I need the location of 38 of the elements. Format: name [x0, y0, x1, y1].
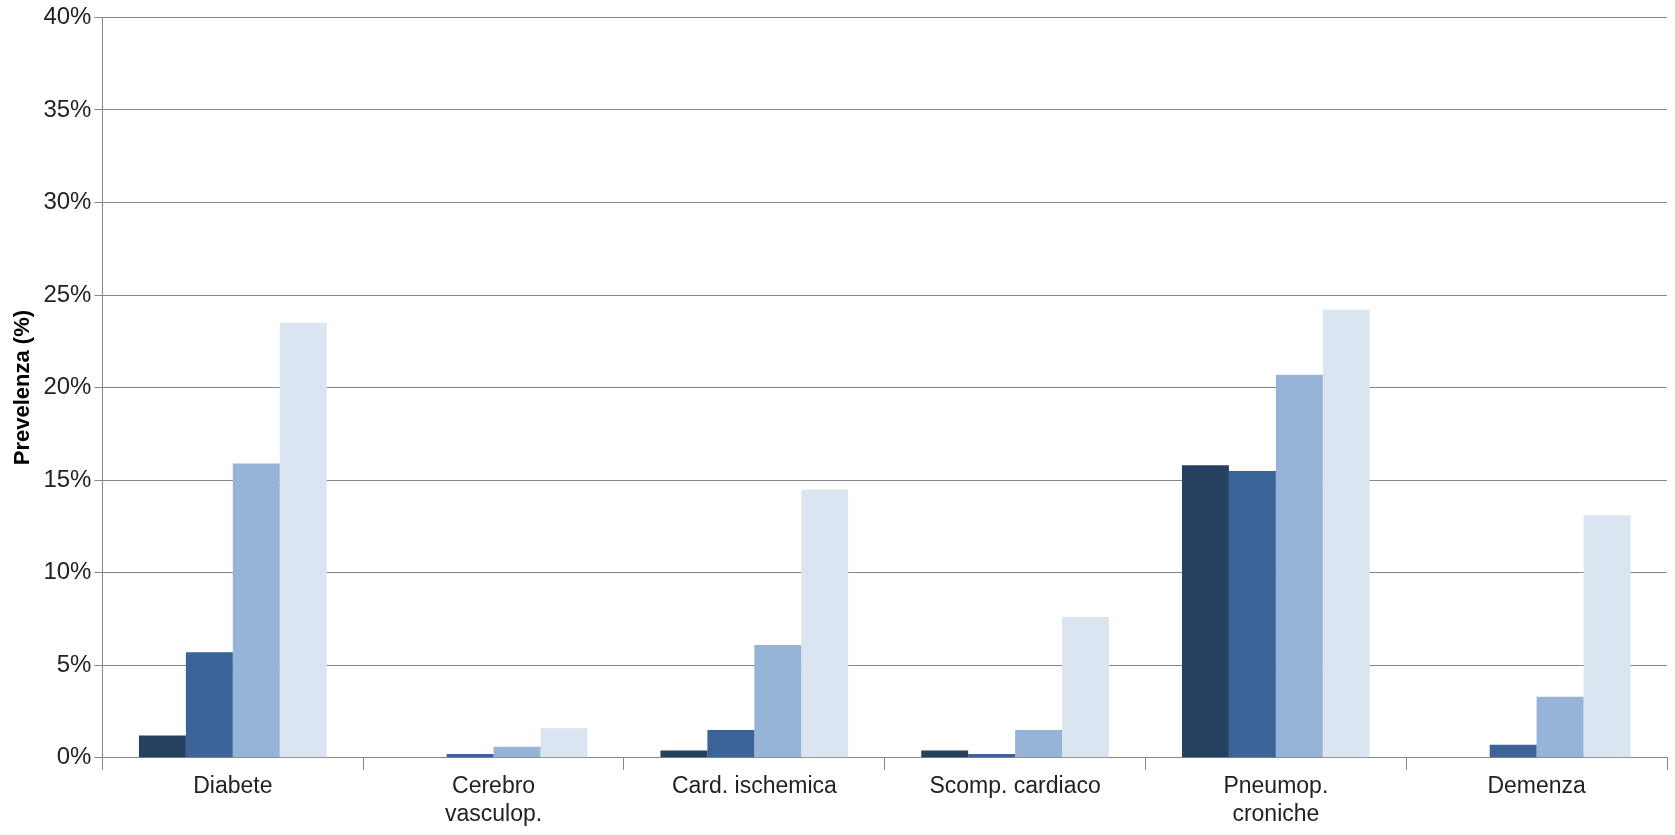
- y-tick-label: 35%: [43, 94, 92, 122]
- bar: [754, 644, 802, 758]
- bar: [446, 754, 494, 758]
- y-tick-label: 0%: [56, 742, 92, 770]
- bar: [185, 652, 233, 758]
- bar: [1489, 744, 1537, 758]
- x-tick-label: Card. ischemica: [671, 771, 837, 798]
- x-tick-label: Pneumop. croniche: [1223, 771, 1329, 826]
- y-tick-label: 15%: [43, 464, 92, 492]
- bar: [1275, 374, 1323, 758]
- bar: [493, 746, 541, 758]
- y-tick-label: 5%: [56, 649, 92, 677]
- bar: [968, 754, 1016, 758]
- y-tick-label: 40%: [43, 2, 92, 30]
- x-tick-label: Cerebro vasculop.: [444, 771, 543, 826]
- bar: [801, 489, 849, 758]
- bar: [1062, 617, 1109, 758]
- bar: [1583, 515, 1631, 758]
- bar: [279, 322, 327, 758]
- x-tick-label: Scomp. cardiaco: [929, 771, 1101, 798]
- bar: [1015, 730, 1063, 758]
- x-tick-label: Demenza: [1487, 771, 1587, 798]
- y-tick-label: 10%: [43, 557, 92, 585]
- bar: [660, 750, 708, 758]
- bar: [1536, 696, 1584, 758]
- y-axis-title: Prevelenza (%): [9, 309, 35, 466]
- y-tick-label: 25%: [43, 279, 92, 307]
- x-tick-label: Diabete: [193, 771, 273, 798]
- bar: [540, 728, 588, 758]
- bar: [138, 735, 186, 758]
- bar: [707, 730, 755, 758]
- bar: [232, 463, 280, 758]
- y-tick-label: 20%: [43, 372, 92, 400]
- y-tick-label: 30%: [43, 187, 92, 215]
- bar: [1228, 470, 1276, 758]
- bar: [921, 750, 969, 758]
- bar: [1322, 309, 1370, 758]
- bar: [1181, 465, 1229, 758]
